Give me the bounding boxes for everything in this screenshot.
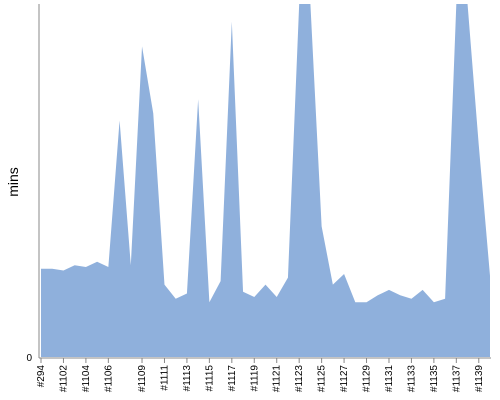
x-tick-label: #1129 bbox=[362, 365, 373, 393]
x-tick-label: #1123 bbox=[294, 365, 305, 393]
x-tick-label: #1119 bbox=[249, 365, 260, 392]
x-tick-label: #1104 bbox=[81, 365, 92, 393]
y-axis-title: mins bbox=[5, 167, 21, 197]
x-tick-label: #1137 bbox=[451, 365, 462, 393]
x-tick-label: #1102 bbox=[58, 365, 69, 393]
x-tick-label: #1109 bbox=[137, 365, 148, 393]
x-tick-label: #1117 bbox=[227, 365, 238, 392]
area-series bbox=[41, 4, 490, 357]
x-tick-label: #1127 bbox=[339, 365, 350, 393]
x-tick-label: #1111 bbox=[159, 365, 170, 391]
x-tick-label: #1135 bbox=[429, 365, 440, 393]
x-tick-label: #1121 bbox=[272, 365, 283, 393]
x-tick-label: #1106 bbox=[103, 365, 114, 393]
x-tick-label: #1113 bbox=[182, 365, 193, 392]
x-tick-label: #1131 bbox=[384, 365, 395, 393]
x-tick-label: #1139 bbox=[474, 365, 485, 393]
x-tick-label: #1133 bbox=[406, 365, 417, 393]
x-tick-label: #1115 bbox=[204, 365, 215, 392]
y-tick-label: 0 bbox=[26, 353, 32, 364]
x-tick-label: #1125 bbox=[317, 365, 328, 393]
x-tick-label: #294 bbox=[36, 365, 47, 388]
